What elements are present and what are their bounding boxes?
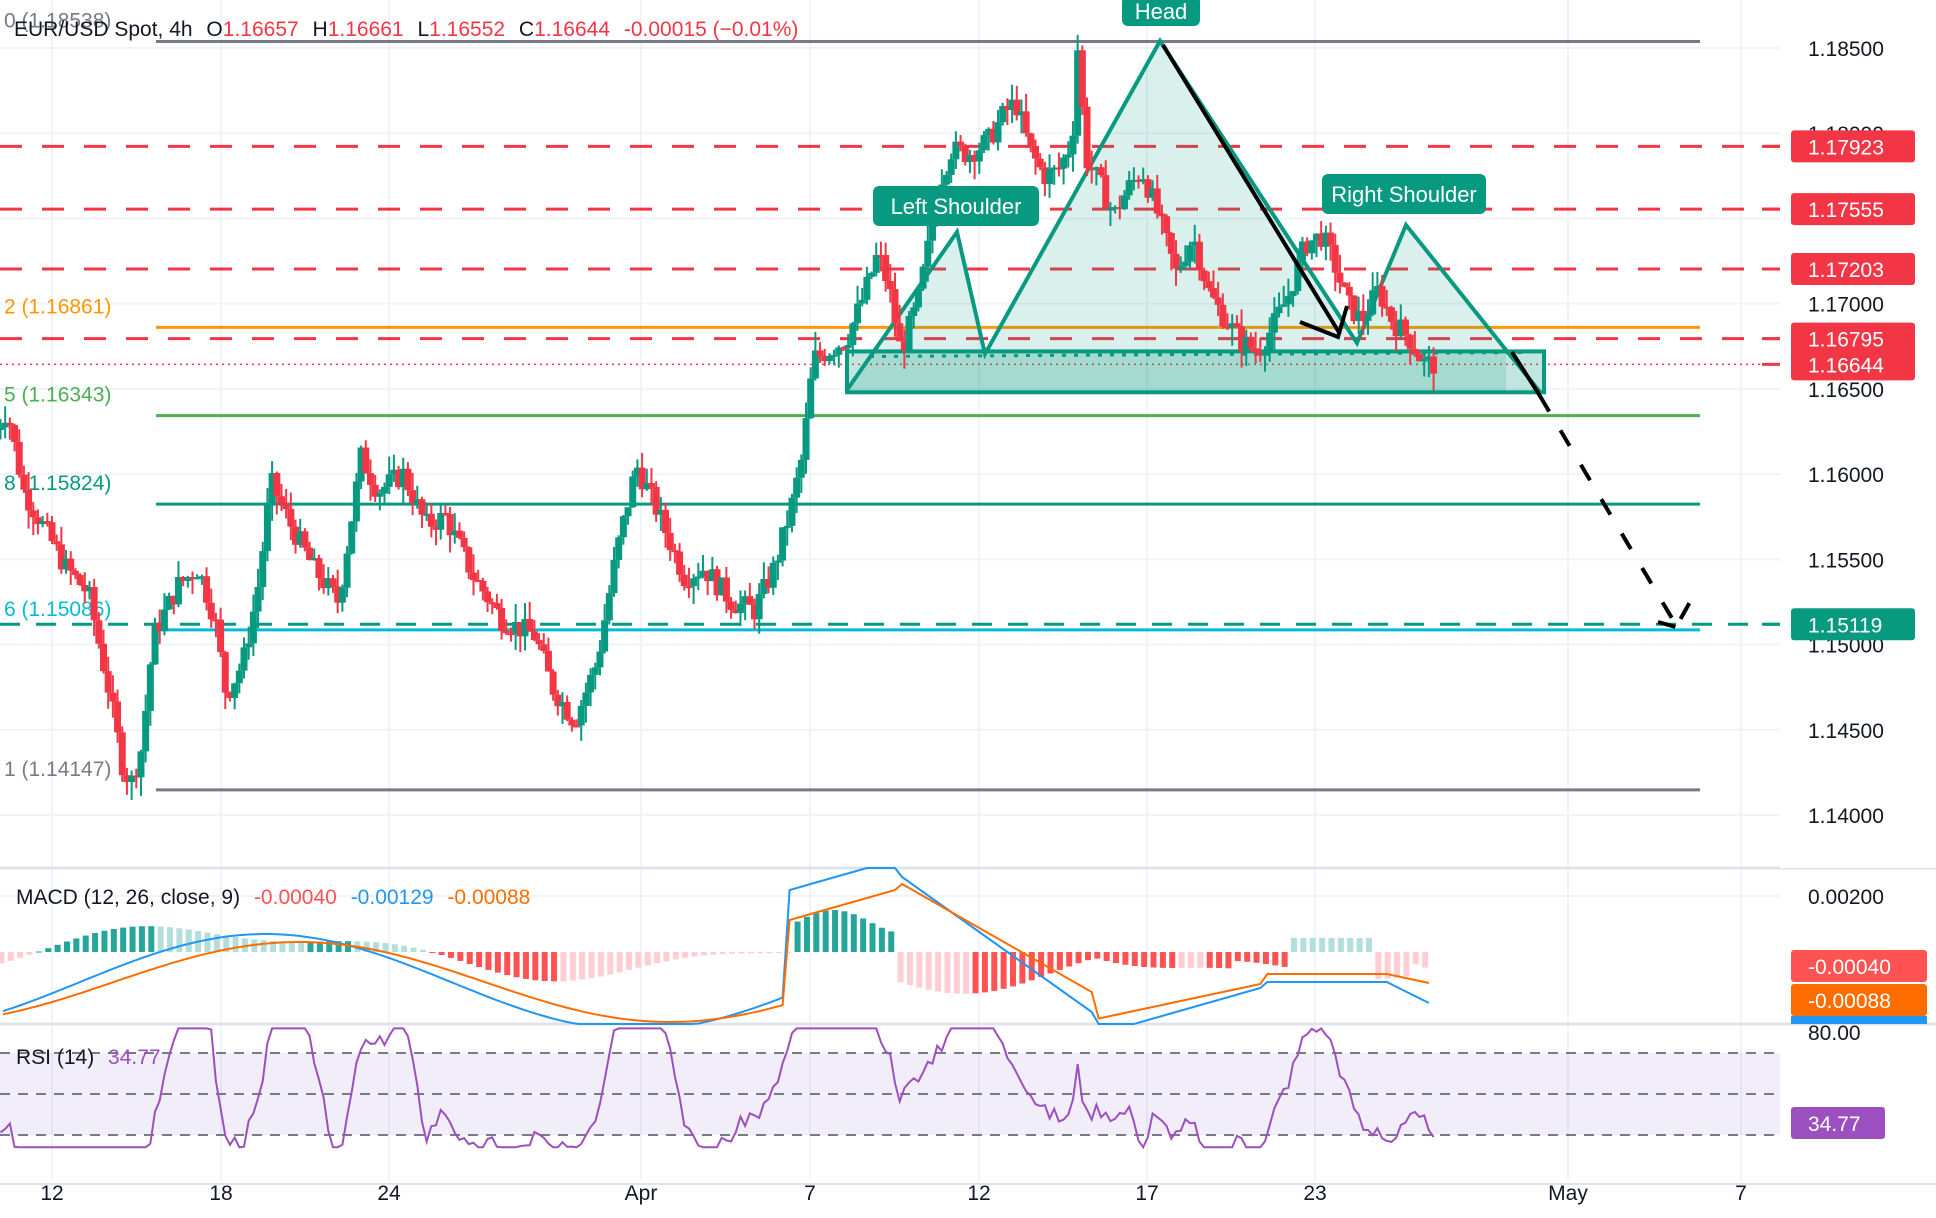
svg-text:1.16500: 1.16500 <box>1808 379 1884 402</box>
svg-text:23: 23 <box>1303 1182 1326 1205</box>
rsi-legend: RSI (14) 34.77 <box>16 1046 169 1070</box>
svg-text:1.17555: 1.17555 <box>1808 199 1884 222</box>
svg-text:1.16644: 1.16644 <box>1808 354 1884 377</box>
svg-text:1.16795: 1.16795 <box>1808 329 1884 352</box>
close-label: C <box>518 18 535 41</box>
svg-text:1.17000: 1.17000 <box>1808 294 1884 317</box>
macd-legend: MACD (12, 26, close, 9) -0.00040 -0.0012… <box>16 886 538 910</box>
macd-line-value: -0.00129 <box>350 886 434 909</box>
price-axis[interactable]: 1.185001.180001.170001.165001.160001.155… <box>1762 0 1936 868</box>
fib-retracement: 0 (1.18538) 2 (1.16861) 5 (1.16343) 8 (1.15… <box>0 10 1780 792</box>
grid-lines <box>0 0 1936 1185</box>
svg-text:34.77: 34.77 <box>1808 1113 1861 1136</box>
svg-text:7: 7 <box>1735 1182 1747 1205</box>
svg-text:May: May <box>1548 1182 1588 1205</box>
svg-text:1.15000: 1.15000 <box>1808 635 1884 658</box>
right-shoulder-label[interactable]: Right Shoulder <box>1322 174 1486 214</box>
svg-text:Head: Head <box>1135 0 1188 24</box>
rsi-panel: 80.00 34.77 <box>0 1022 1885 1150</box>
svg-text:-0.00040: -0.00040 <box>1808 956 1891 979</box>
svg-text:12: 12 <box>40 1182 63 1205</box>
svg-text:1.15119: 1.15119 <box>1808 614 1882 637</box>
rsi-title: RSI (14) <box>16 1046 95 1069</box>
svg-text:1.16000: 1.16000 <box>1808 464 1884 487</box>
svg-text:18: 18 <box>209 1182 232 1205</box>
macd-panel: 0.00200 -0.00040 -0.00088 <box>0 867 1927 1025</box>
svg-text:Apr: Apr <box>625 1182 658 1205</box>
svg-text:1.17203: 1.17203 <box>1808 259 1884 282</box>
svg-text:5 (1.16343): 5 (1.16343) <box>4 384 111 407</box>
svg-text:17: 17 <box>1135 1182 1158 1205</box>
svg-text:7: 7 <box>804 1182 816 1205</box>
svg-text:0 (1.18538): 0 (1.18538) <box>4 10 111 33</box>
left-shoulder-label[interactable]: Left Shoulder <box>873 186 1039 226</box>
svg-text:1 (1.14147): 1 (1.14147) <box>4 758 111 781</box>
svg-text:1.14000: 1.14000 <box>1808 805 1884 828</box>
low-value: 1.16552 <box>429 18 506 41</box>
svg-text:Right Shoulder: Right Shoulder <box>1331 182 1477 207</box>
svg-text:8 (1.15824): 8 (1.15824) <box>4 472 111 495</box>
low-label: L <box>417 18 430 41</box>
svg-text:1.14500: 1.14500 <box>1808 720 1884 743</box>
open-value: 1.16657 <box>222 18 299 41</box>
macd-signal-value: -0.00088 <box>447 886 531 909</box>
svg-text:0.00200: 0.00200 <box>1808 886 1884 909</box>
high-label: H <box>312 18 328 41</box>
macd-hist-value: -0.00040 <box>253 886 337 909</box>
close-value: 1.16644 <box>534 18 611 41</box>
svg-text:1.17923: 1.17923 <box>1808 136 1884 159</box>
symbol-legend: EUR/USD Spot, 4h O1.16657 H1.16661 L1.16… <box>14 18 806 42</box>
svg-text:-0.00088: -0.00088 <box>1808 990 1891 1013</box>
rsi-value: 34.77 <box>108 1046 161 1069</box>
candlesticks <box>0 34 1438 800</box>
open-label: O <box>206 18 223 41</box>
symbol-title: EUR/USD Spot, 4h <box>14 18 193 41</box>
change-value: -0.00015 (−0.01%) <box>623 18 799 41</box>
time-axis[interactable]: 12 18 24 Apr 7 12 17 23 May 7 <box>40 1182 1747 1205</box>
high-value: 1.16661 <box>327 18 404 41</box>
svg-text:12: 12 <box>967 1182 990 1205</box>
head-label[interactable]: Head <box>1122 0 1200 26</box>
svg-text:1.15500: 1.15500 <box>1808 549 1884 572</box>
svg-text:Left Shoulder: Left Shoulder <box>891 194 1022 219</box>
svg-text:2 (1.16861): 2 (1.16861) <box>4 295 111 318</box>
svg-text:24: 24 <box>377 1182 401 1205</box>
pattern-overlay: Head Left Shoulder Right Shoulder <box>873 0 1692 630</box>
macd-title: MACD (12, 26, close, 9) <box>16 886 241 909</box>
svg-text:1.18500: 1.18500 <box>1808 38 1884 61</box>
svg-text:80.00: 80.00 <box>1808 1022 1861 1045</box>
svg-text:6 (1.15086): 6 (1.15086) <box>4 598 111 621</box>
